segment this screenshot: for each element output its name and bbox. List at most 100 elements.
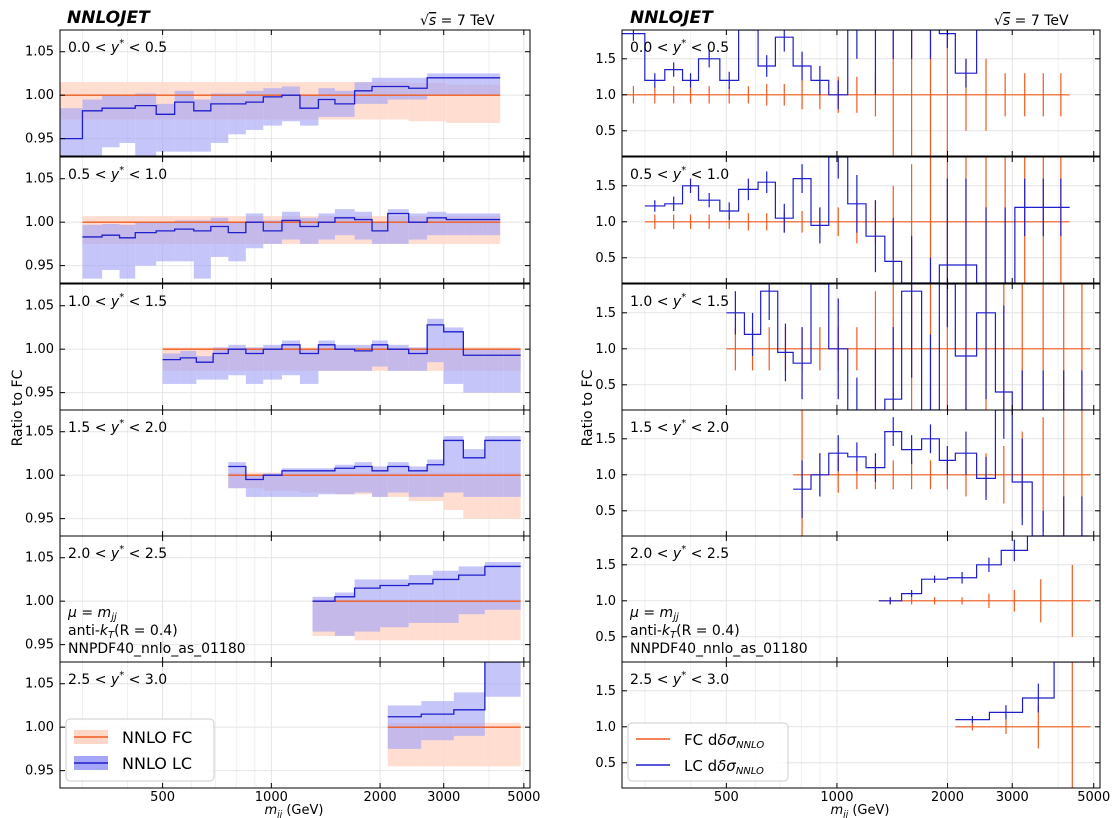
left-sqrt-s-label: √s = 7 TeV (420, 13, 495, 29)
left-panel-1-lc-band (228, 93, 246, 135)
left-xtick-label: 5000 (507, 790, 540, 805)
left-panel-2-lc-band (446, 213, 466, 236)
left-panel-3-lc-band (180, 350, 197, 384)
left-panel-4-ytick-label: 1.05 (25, 425, 54, 440)
right-panel-6-frame (621, 661, 1101, 789)
left-panel-4-lc-band (387, 462, 409, 493)
left-panel-1-lc-band (387, 77, 409, 100)
left-panel-4-lc-line (228, 439, 521, 481)
right-panel-3-ytick-label: 1.0 (595, 342, 616, 357)
left-panel-2-lc-band (318, 213, 335, 240)
left-panel-6-lc-line (387, 662, 521, 718)
left-panel-4-lc-band (245, 475, 264, 497)
left-panel-2-ytick-label: 0.95 (25, 259, 54, 274)
left-panel-1-ytick-label: 0.95 (25, 132, 54, 147)
left-panel-6-lc-band (453, 692, 485, 736)
left-panel-3-lc-band (463, 349, 485, 393)
left-panel-1-rapidity-label: 0.0 < y* < 0.5 (68, 38, 167, 56)
left-panel-2-lc-band (82, 224, 103, 279)
left-panel-4-lc-band (263, 473, 282, 497)
left-panel-5-ytick-label: 0.95 (25, 638, 54, 653)
right-algorithm-label: anti-kT(R = 0.4) (630, 623, 740, 641)
right-panel-3-lc-line (726, 284, 1091, 410)
left-y-axis-label: Ratio to FC (10, 369, 26, 446)
left-panel-3-data (162, 318, 521, 393)
right-panel-5: 0.5 1.0 1.5 2.0 < y* < 2.5 (595, 535, 1101, 663)
left-panel-2-rapidity-label: 0.5 < y* < 1.0 (68, 165, 167, 183)
right-x-axis-label: mjj (GeV) (831, 803, 890, 818)
left-panel-5-ytick-label: 1.05 (25, 551, 54, 566)
left-panel-4-lc-band (354, 462, 373, 493)
right-panel-5-ytick-label: 0.5 (595, 630, 616, 645)
right-panel-6-lc-line (955, 662, 1091, 721)
right-panel-1-lc-line (622, 30, 1070, 96)
right-panel-6-ytick-label: 0.5 (595, 756, 616, 771)
left-panel-4-lc-band (281, 468, 300, 497)
right-panel-1-ytick-label: 0.5 (595, 124, 616, 139)
right-panel-6-data (955, 662, 1091, 788)
right-panel-2-frame (621, 156, 1101, 284)
right-panel-4-lc-line (793, 410, 1091, 536)
left-panel-1-lc-band (193, 99, 211, 152)
left-panel-3-ytick-label: 1.05 (25, 299, 54, 314)
right-panel-5-data (878, 536, 1091, 637)
legend-nnlo-lc-label: NNLO LC (122, 754, 192, 773)
left-panel-5-lc-band (432, 570, 459, 623)
right-sqrt-s-label: √s = 7 TeV (994, 13, 1069, 29)
left-panel-2-lc-band (482, 213, 501, 236)
left-panel-3-lc-band (245, 347, 264, 384)
left-panel-3-lc-band (443, 327, 464, 384)
right-panel-5-rapidity-label: 2.0 < y* < 2.5 (630, 544, 729, 562)
left-nnlojet-header: NNLOJET (67, 8, 151, 28)
left-panel-1-lc-band (135, 93, 157, 156)
right-panel-2-ytick-label: 1.0 (595, 215, 616, 230)
left-xtick-label: 2000 (364, 790, 397, 805)
left-panel-1-lc-band (482, 73, 501, 96)
left-panel-2-lc-band (119, 224, 136, 279)
left-panel-5: 0.95 1.00 1.05 2.0 < y* < 2.5 (25, 535, 531, 663)
right-y-axis-label: Ratio to FC (580, 369, 596, 446)
left-panel-4-lc-band (463, 449, 485, 497)
left-panel-2-lc-band (210, 217, 229, 257)
left-panel-4-lc-band (503, 436, 521, 497)
left-panel-1-lc-band (174, 90, 194, 152)
left-panel-6-data (387, 662, 521, 767)
right-panel-4-ytick-label: 1.0 (595, 468, 616, 483)
right-xtick-label: 1000 (820, 790, 853, 805)
left-panel-3-lc-band (263, 344, 282, 380)
right-panel-6-ytick-label: 1.5 (595, 684, 616, 699)
left-panel-4-lc-band (484, 436, 504, 497)
left-panel-3-lc-band (318, 340, 335, 371)
left-panel-1-lc-band (446, 73, 466, 96)
right-panel-5-ytick-label: 1.5 (595, 558, 616, 573)
left-panel-4-rapidity-label: 1.5 < y* < 2.0 (68, 418, 167, 436)
left-panel-4-lc-band (427, 459, 444, 497)
left-panel-3-lc-band (408, 347, 428, 371)
left-panel-2-lc-line (82, 212, 501, 239)
left-panel-5-lc-band (312, 596, 335, 632)
right-panel-4-rapidity-label: 1.5 < y* < 2.0 (630, 418, 729, 436)
left-x-axis-label: mjj (GeV) (265, 803, 324, 818)
left-panel-3-lc-band (228, 344, 246, 376)
left-panel-1-lc-band (427, 73, 447, 96)
right-panel-5-lc-line (878, 536, 1091, 602)
left-panel-2-frame (59, 156, 531, 284)
right-panel-2-data (644, 157, 1070, 283)
right-panel-4-ytick-label: 1.5 (595, 432, 616, 447)
left-panel-1-frame (59, 29, 531, 157)
right-panel-4: 0.5 1.0 1.5 1.5 < y* < 2.0 (595, 409, 1101, 537)
right-xtick-label: 500 (714, 790, 739, 805)
left-panel-3-lc-band (299, 349, 319, 384)
left-panel-2-lc-band (408, 213, 428, 240)
left-panel-5-lc-band (334, 592, 355, 636)
left-panel-2-lc-band (387, 209, 409, 244)
left-panel-3-lc-band (213, 347, 229, 380)
right-xtick-label: 5000 (1077, 790, 1110, 805)
left-panel-3-lc-band (503, 349, 521, 393)
right-panel-6-rapidity-label: 2.5 < y* < 3.0 (630, 670, 729, 688)
left-panel-4-ytick-label: 0.95 (25, 512, 54, 527)
left-panel-2-lc-band (228, 222, 246, 262)
left-panel-3-lc-line (162, 324, 521, 363)
svg-text:√s = 7 TeV: √s = 7 TeV (994, 13, 1069, 29)
